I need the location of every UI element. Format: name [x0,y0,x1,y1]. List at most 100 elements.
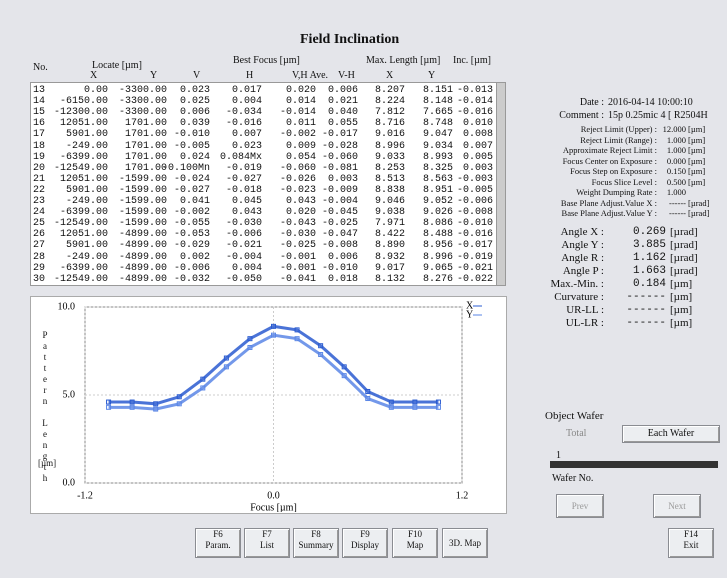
table-cell: 8.716 [374,118,405,130]
data-point [412,404,418,410]
header-locate: Locate [µm] [92,60,142,71]
setting-value: 0.500 [666,176,686,187]
button-key: F6 [213,529,223,539]
each-wafer[interactable]: Each Wafer [622,425,720,443]
angle-label: Angle P : [562,265,604,277]
table-cell: 1701.00 [124,162,167,174]
data-point [412,399,418,405]
button-key: F7 [262,529,272,539]
table-cell: -4899.00 [118,240,167,252]
y-tick-label: 0.0 [63,477,76,488]
title: Field Inclination [300,32,400,47]
table-cell: 0.023 [179,85,210,96]
table-cell: 8.563 [422,173,453,185]
table-cell: 1701.00 [124,140,167,152]
table-cell: -6399.00 [59,262,108,274]
table-cell: 9.017 [374,262,405,274]
toolbar-button[interactable]: F10 Map [392,528,438,558]
wafer-slider[interactable] [550,461,718,468]
table-cell: 5901.00 [65,129,108,141]
table-cell: 8.253 [374,162,405,174]
button-label: Exit [683,540,699,550]
table-cell: 0.041 [179,196,210,207]
table-cell: -0.008 [321,240,358,252]
table-cell: -0.024 [173,173,210,185]
prev-button[interactable]: Prev [556,494,604,518]
data-point [388,404,394,410]
angle-label: Angle R : [561,252,604,264]
table-cell: 22 [33,184,46,196]
table-cell: -0.019 [225,162,262,174]
table-cell: -0.014 [279,107,316,119]
table-cell: 27 [33,240,46,252]
table-cell: 9.026 [422,207,453,219]
data-point [153,406,159,412]
table-cell: 0.024 [179,151,210,163]
table-cell: -3300.00 [118,96,167,108]
angle-label: UR-LL : [566,304,604,316]
table-cell: -0.081 [321,162,358,174]
table-cell: 0.055 [327,118,358,130]
setting-unit: [µm] [688,145,706,155]
setting-value: ------ [669,208,686,218]
toolbar-button[interactable]: F9 Display [342,528,388,558]
table-cell: -0.030 [225,218,262,230]
sub-header: Y [150,70,158,81]
toolbar-button[interactable]: F8 Summary [293,528,339,558]
table-cell: 8.748 [422,118,453,130]
setting-unit: [µm] [688,134,706,145]
button-label: Map [406,540,424,550]
angle-value: ------ [626,317,666,329]
object-wafer: Object Wafer [545,410,604,422]
table-cell: 0.003 [327,173,358,185]
comment: 15p 0.25mic 4 [ R2504H [608,110,708,121]
table-cell: -0.006 [225,229,262,241]
table-cell: 25 [33,218,46,230]
table-cell: 9.052 [422,196,453,207]
table-cell: -0.021 [225,240,262,252]
toolbar-button[interactable]: 3D. Map [442,528,488,558]
toolbar-button[interactable]: F14 Exit [668,528,714,558]
table-cell: 14 [33,96,46,108]
x-tick-label: 1.2 [456,490,469,501]
table-cell: 0.006 [327,251,358,263]
table-cell: 7.812 [374,107,405,119]
angle-value: 0.184 [632,278,666,290]
x-tick-label: -1.2 [77,490,93,501]
table-cell: 21 [33,173,46,185]
table-cell: -0.029 [173,240,210,252]
data-point [271,332,276,338]
angle-label: Angle Y : [561,239,604,251]
legend-label: Y [466,309,473,320]
table-cell: 0.007 [462,140,493,152]
table-cell: 8.207 [374,85,405,96]
table-cell: -3300.00 [118,107,167,119]
angle-value: 0.269 [632,226,666,238]
toolbar-button[interactable]: F7 List [244,528,290,558]
angle-value: 1.162 [632,252,666,264]
table-cell: -0.021 [456,262,493,274]
table-cell: -0.004 [225,251,262,263]
data-point [129,399,135,405]
angle-unit: [µm] [670,291,693,303]
table-cell: 12051.00 [59,229,108,241]
header-no: No. [33,62,48,73]
next-button[interactable]: Next [653,494,701,518]
angle-value: ------ [626,304,666,316]
y-tick-label: 5.0 [63,389,76,400]
table-cell: -12549.00 [53,162,108,174]
table-cell: 0.00 [83,85,108,96]
data-point [153,401,159,407]
table-cell: 23 [33,196,46,207]
table-cell: 9.016 [374,129,405,141]
date: 2016-04-14 10:00:10 [608,97,693,108]
table-cell: -0.034 [225,107,262,119]
button-label: Summary [298,540,334,550]
table-cell: -0.023 [279,184,316,196]
angle-label: UL-LR : [565,317,604,329]
toolbar-button[interactable]: F6 Param. [195,528,241,558]
table-cell: -0.016 [225,118,262,130]
table-cell: 0.023 [231,140,262,152]
header-max-length: Max. Length [µm] [366,55,441,66]
table-cell: 0.084Mx [219,151,262,163]
